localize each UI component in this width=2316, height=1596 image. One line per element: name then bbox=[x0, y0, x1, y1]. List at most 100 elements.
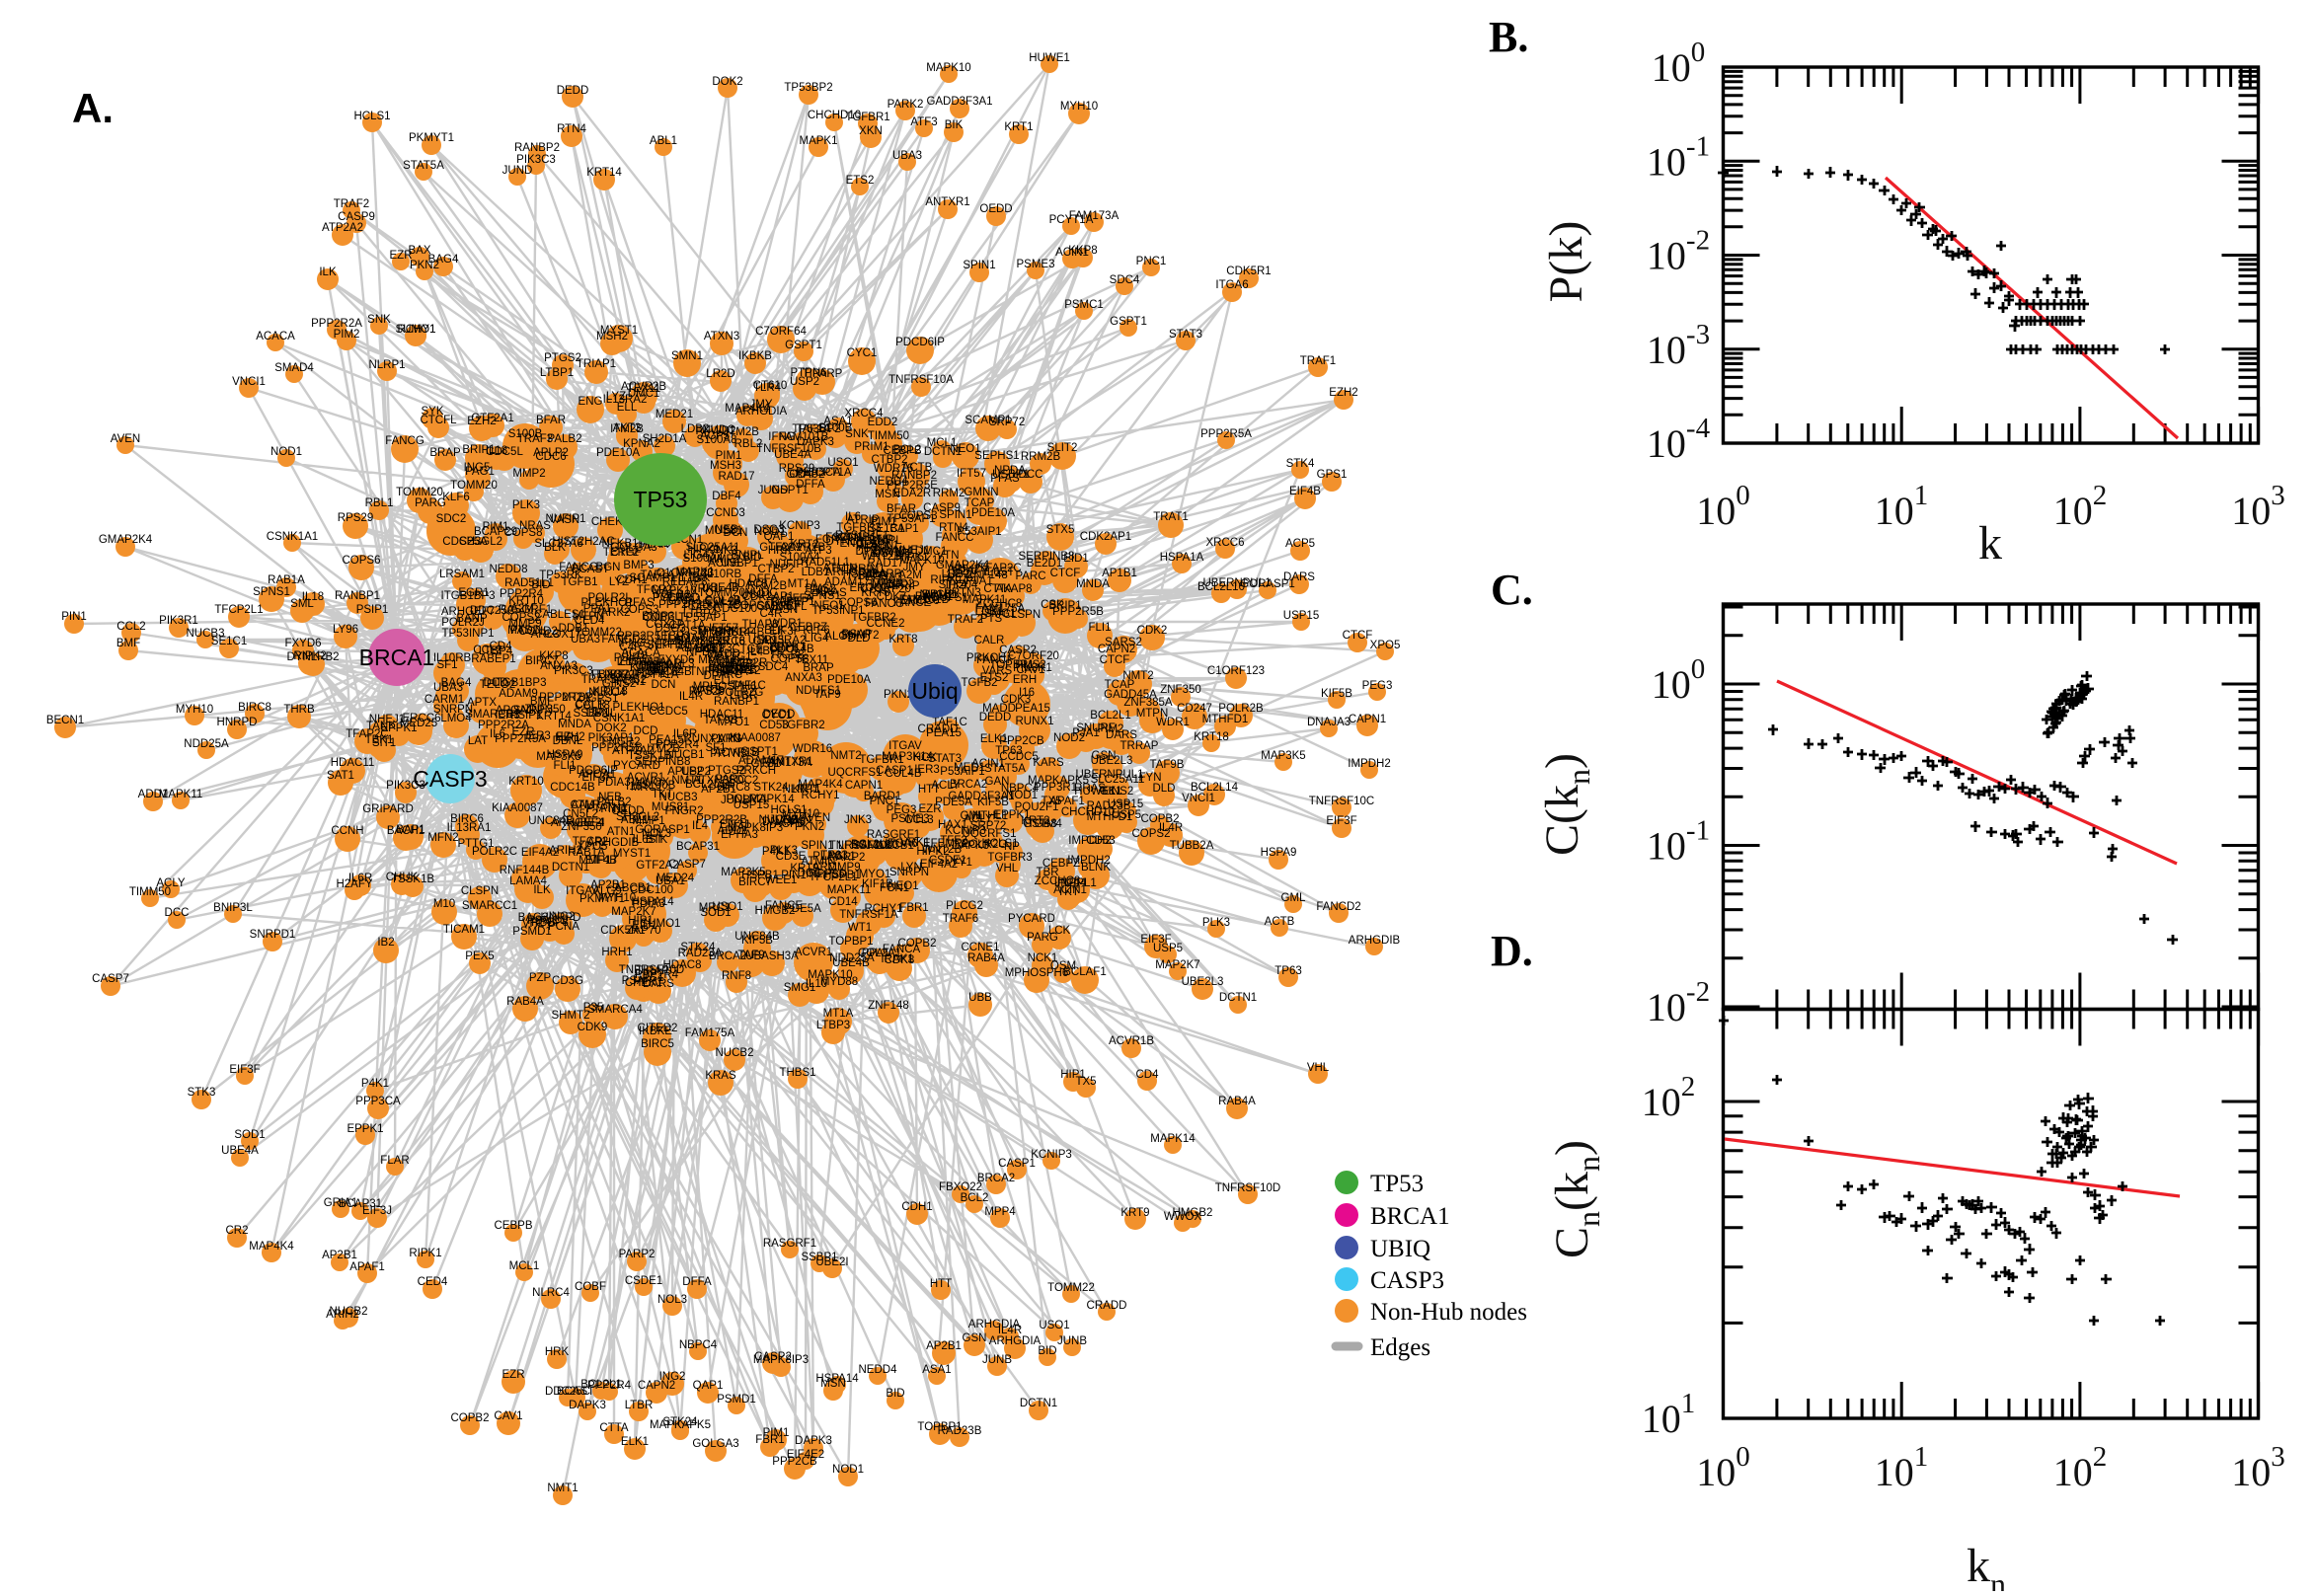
svg-text:POLR2I: POLR2I bbox=[727, 794, 767, 805]
svg-text:CD14: CD14 bbox=[828, 896, 858, 908]
svg-text:CTGF: CTGF bbox=[732, 644, 762, 655]
svg-text:TFCP2L1: TFCP2L1 bbox=[214, 604, 263, 616]
svg-text:BAG3: BAG3 bbox=[518, 912, 549, 924]
svg-text:ATMIN: ATMIN bbox=[802, 856, 836, 868]
svg-text:TX5: TX5 bbox=[1075, 1076, 1096, 1088]
svg-text:DAPK3: DAPK3 bbox=[795, 1435, 832, 1447]
svg-text:IL18: IL18 bbox=[302, 591, 324, 603]
svg-text:GINS2: GINS2 bbox=[1100, 786, 1134, 798]
svg-text:FANCG: FANCG bbox=[385, 435, 425, 447]
svg-text:ASA1: ASA1 bbox=[922, 1364, 951, 1376]
svg-text:LR2D: LR2D bbox=[706, 368, 734, 380]
svg-text:XPO5: XPO5 bbox=[1370, 640, 1401, 651]
svg-text:COPS6: COPS6 bbox=[343, 555, 381, 567]
svg-text:MMP9: MMP9 bbox=[508, 618, 541, 630]
svg-text:ATF3: ATF3 bbox=[805, 545, 831, 557]
svg-text:HCLS1: HCLS1 bbox=[353, 111, 390, 122]
svg-text:ARC: ARC bbox=[719, 669, 742, 681]
svg-text:BNIP3L: BNIP3L bbox=[213, 902, 253, 914]
svg-text:KIF5B: KIF5B bbox=[977, 797, 1009, 808]
svg-text:ELK1: ELK1 bbox=[621, 1436, 649, 1448]
svg-text:EIF3F: EIF3F bbox=[1326, 815, 1356, 827]
svg-text:CASP9: CASP9 bbox=[338, 211, 375, 223]
svg-text:STAT3: STAT3 bbox=[1169, 329, 1202, 341]
svg-text:NTHL1: NTHL1 bbox=[972, 810, 1008, 822]
svg-text:BID: BID bbox=[742, 552, 761, 564]
svg-text:COPS2: COPS2 bbox=[1132, 828, 1171, 840]
svg-text:CAV1: CAV1 bbox=[494, 1410, 522, 1422]
svg-text:VNCI1: VNCI1 bbox=[232, 376, 266, 388]
svg-text:THAP8: THAP8 bbox=[670, 576, 707, 588]
svg-text:COX17: COX17 bbox=[544, 629, 581, 641]
svg-text:PJA1: PJA1 bbox=[1072, 727, 1100, 739]
svg-text:WDR16: WDR16 bbox=[793, 743, 832, 755]
svg-text:WNT2B: WNT2B bbox=[922, 844, 963, 856]
svg-text:KRAS: KRAS bbox=[705, 1070, 736, 1082]
svg-text:ITGB1BP3: ITGB1BP3 bbox=[441, 590, 496, 602]
svg-text:ENG: ENG bbox=[579, 396, 603, 408]
svg-text:GML: GML bbox=[1281, 892, 1307, 904]
svg-text:UQCRFS1: UQCRFS1 bbox=[963, 828, 1017, 840]
svg-text:DFFA: DFFA bbox=[682, 1276, 712, 1288]
svg-text:JMY: JMY bbox=[750, 399, 773, 411]
svg-text:BCAP31: BCAP31 bbox=[339, 1198, 382, 1210]
svg-text:USP2: USP2 bbox=[790, 376, 819, 388]
svg-text:KIF5B: KIF5B bbox=[1321, 688, 1352, 700]
svg-text:CCL2: CCL2 bbox=[116, 621, 145, 633]
svg-text:BCL2L1: BCL2L1 bbox=[1090, 710, 1131, 722]
svg-text:PPP3R1: PPP3R1 bbox=[1034, 782, 1077, 794]
svg-text:RUNX1: RUNX1 bbox=[684, 733, 723, 745]
svg-text:FAM101B: FAM101B bbox=[779, 431, 829, 443]
svg-text:SDC4: SDC4 bbox=[758, 661, 789, 673]
svg-text:JUNB: JUNB bbox=[1057, 1335, 1087, 1347]
svg-text:PCYT1A: PCYT1A bbox=[1049, 214, 1094, 226]
svg-text:ANTXR1: ANTXR1 bbox=[925, 196, 969, 208]
svg-text:VHL: VHL bbox=[1307, 1062, 1330, 1074]
svg-text:NBPC4: NBPC4 bbox=[679, 1339, 718, 1351]
svg-text:TIMM50: TIMM50 bbox=[129, 886, 171, 898]
svg-text:PPP2CB: PPP2CB bbox=[772, 1456, 817, 1468]
svg-text:MADD: MADD bbox=[982, 703, 1016, 715]
svg-text:SE1C1: SE1C1 bbox=[211, 636, 247, 647]
svg-text:RANBP2: RANBP2 bbox=[514, 142, 560, 154]
svg-text:HNRPD: HNRPD bbox=[217, 717, 258, 728]
svg-text:IKBKB: IKBKB bbox=[738, 350, 772, 362]
svg-text:SPNS1: SPNS1 bbox=[253, 586, 290, 598]
svg-text:BRCA1: BRCA1 bbox=[1370, 1203, 1450, 1230]
svg-text:KRT9: KRT9 bbox=[1120, 1207, 1149, 1219]
svg-text:GORASP1: GORASP1 bbox=[1240, 578, 1295, 590]
svg-text:TRAT1: TRAT1 bbox=[1153, 511, 1189, 523]
svg-text:MTBP: MTBP bbox=[872, 578, 903, 590]
svg-text:BFAR: BFAR bbox=[536, 415, 566, 426]
svg-text:TNFRSF10D: TNFRSF10D bbox=[1215, 1182, 1280, 1194]
svg-text:S100B: S100B bbox=[508, 428, 543, 440]
svg-text:UQCRFS1: UQCRFS1 bbox=[828, 767, 883, 779]
svg-text:MAPK11: MAPK11 bbox=[159, 789, 203, 800]
svg-text:IL6ST: IL6ST bbox=[984, 567, 1015, 578]
svg-text:TICAM1: TICAM1 bbox=[443, 924, 485, 936]
svg-text:VHL: VHL bbox=[996, 863, 1019, 874]
svg-text:CABLES1: CABLES1 bbox=[534, 609, 585, 621]
svg-text:CCDC5: CCDC5 bbox=[999, 751, 1039, 763]
svg-text:PYCARD: PYCARD bbox=[613, 760, 660, 772]
svg-text:NEB: NEB bbox=[715, 524, 738, 536]
svg-text:ACACA: ACACA bbox=[256, 331, 295, 342]
svg-text:BCL2L10: BCL2L10 bbox=[1197, 581, 1245, 593]
svg-text:PDE5A: PDE5A bbox=[935, 797, 972, 808]
svg-text:PEG3: PEG3 bbox=[1362, 680, 1393, 692]
svg-text:WDR16: WDR16 bbox=[874, 463, 913, 475]
svg-text:BCL2: BCL2 bbox=[961, 1192, 989, 1204]
svg-text:PDIA3: PDIA3 bbox=[632, 898, 664, 910]
svg-text:TNFRSF10B: TNFRSF10B bbox=[756, 443, 821, 455]
svg-text:Edges: Edges bbox=[1370, 1334, 1430, 1361]
svg-text:TCAP: TCAP bbox=[1105, 679, 1135, 691]
svg-text:KCNIP3: KCNIP3 bbox=[1031, 1149, 1072, 1161]
svg-text:PDE10A: PDE10A bbox=[596, 447, 640, 459]
svg-text:BCL2L14: BCL2L14 bbox=[1191, 782, 1239, 794]
svg-text:NMT1: NMT1 bbox=[671, 775, 702, 787]
svg-text:COPS8: COPS8 bbox=[504, 527, 543, 539]
svg-text:FANCE: FANCE bbox=[765, 900, 804, 912]
svg-text:MYH10: MYH10 bbox=[176, 704, 213, 716]
svg-text:BCAP31: BCAP31 bbox=[676, 841, 720, 853]
svg-text:BCAST: BCAST bbox=[557, 1386, 594, 1398]
